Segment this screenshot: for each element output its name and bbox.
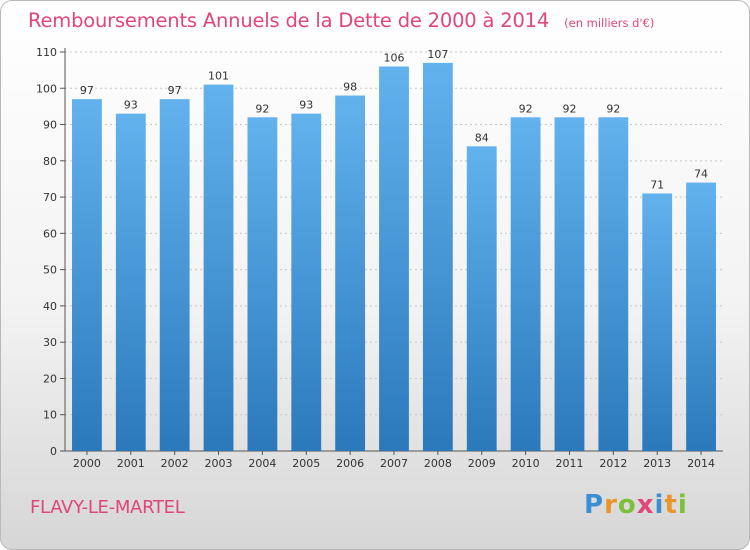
- data-label: 101: [208, 70, 229, 83]
- data-label: 92: [255, 102, 269, 115]
- logo-letter: i: [654, 490, 665, 520]
- bar-2012: [598, 117, 629, 452]
- x-tick-label: 2013: [643, 457, 671, 470]
- x-tick-label: 2011: [555, 457, 583, 470]
- y-tick-label: 40: [43, 300, 57, 313]
- logo-letter: o: [617, 490, 637, 520]
- data-label: 98: [343, 81, 357, 94]
- data-labels: 97 93 97 101 92 93 98 106 107 84 92 92 92 71 74: [80, 48, 708, 192]
- y-tick-label: 80: [43, 155, 57, 168]
- y-tick-label: 110: [36, 46, 57, 59]
- x-tick-labels: 2000 2001 2002 2003 2004 2005 2006 2007 2008 2009…: [73, 457, 715, 470]
- logo-letter: x: [636, 490, 655, 520]
- bar-2010: [510, 117, 541, 452]
- logo-letter: t: [664, 490, 678, 520]
- data-label: 84: [475, 131, 489, 144]
- logo-letter: i: [677, 490, 688, 520]
- bar-2011: [554, 117, 585, 452]
- logo-letter: r: [604, 490, 618, 520]
- data-label: 97: [168, 84, 182, 97]
- x-tick-label: 2006: [336, 457, 364, 470]
- x-tick-label: 2004: [248, 457, 276, 470]
- chart-title: Remboursements Annuels de la Dette de 20…: [28, 9, 654, 32]
- y-tick-label: 60: [43, 227, 57, 240]
- data-label: 93: [124, 99, 138, 112]
- data-label: 74: [694, 168, 708, 181]
- bar-2001: [115, 113, 146, 451]
- bars: [72, 62, 716, 452]
- x-tick-label: 2014: [687, 457, 715, 470]
- x-tick-label: 2002: [161, 457, 189, 470]
- x-tick-label: 2012: [599, 457, 627, 470]
- data-label: 92: [519, 102, 533, 115]
- bar-2009: [466, 146, 497, 452]
- logo-letter: P: [584, 490, 605, 520]
- y-tick-label: 30: [43, 336, 57, 349]
- bar-2014: [686, 182, 716, 451]
- y-tick-label: 10: [43, 409, 57, 422]
- y-tick-label: 100: [36, 82, 57, 95]
- bar-2000: [72, 99, 102, 452]
- data-label: 106: [384, 52, 405, 65]
- proxiti-logo: Proxiti: [584, 490, 688, 520]
- x-tick-label: 2009: [468, 457, 496, 470]
- x-tick-label: 2005: [292, 457, 320, 470]
- y-tick-label: 70: [43, 191, 57, 204]
- y-tick-label: 50: [43, 264, 57, 277]
- x-tick-label: 2010: [512, 457, 540, 470]
- data-label: 71: [650, 178, 664, 191]
- bar-2002: [159, 99, 190, 452]
- y-tick-label: 90: [43, 119, 57, 132]
- data-label: 107: [427, 48, 448, 61]
- bar-2005: [291, 113, 322, 451]
- x-tick-label: 2003: [205, 457, 233, 470]
- x-tick-label: 2000: [73, 457, 101, 470]
- y-tick-labels: 0 10 20 30 40 50 60 70 80 90 100 110: [36, 46, 57, 458]
- y-tick-label: 20: [43, 372, 57, 385]
- data-label: 93: [299, 99, 313, 112]
- bar-2003: [203, 84, 234, 452]
- y-tick-label: 0: [50, 445, 57, 458]
- bar-2013: [642, 193, 673, 452]
- bar-2007: [379, 66, 409, 451]
- data-label: 97: [80, 84, 94, 97]
- data-label: 92: [562, 102, 576, 115]
- title-text: Remboursements Annuels de la Dette de 20…: [28, 9, 550, 32]
- x-tick-label: 2001: [117, 457, 145, 470]
- x-tick-label: 2007: [380, 457, 408, 470]
- data-label: 92: [606, 102, 620, 115]
- x-tick-label: 2008: [424, 457, 452, 470]
- commune-name: FLAVY-LE-MARTEL: [30, 497, 185, 518]
- bar-2006: [335, 95, 366, 451]
- bar-2004: [247, 117, 278, 452]
- unit-note: (en milliers d'€): [564, 16, 655, 30]
- bar-2008: [422, 62, 453, 452]
